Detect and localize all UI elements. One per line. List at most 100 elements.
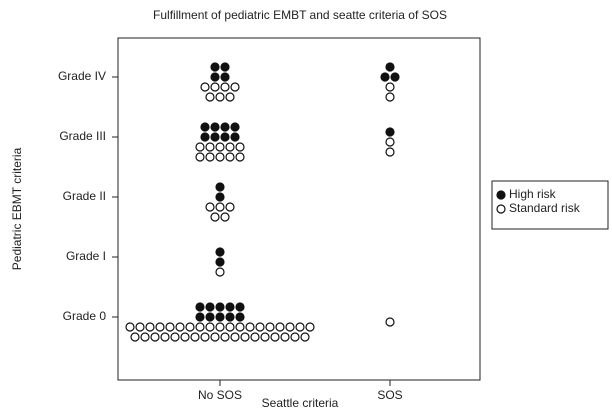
legend-box [491,180,609,230]
dot [385,82,395,92]
dot [250,332,260,342]
dot [210,212,220,222]
dot [305,322,315,332]
dot [205,142,215,152]
dot [230,82,240,92]
dot [175,322,185,332]
dot [210,122,220,132]
dot [150,332,160,342]
dot [215,152,225,162]
dot [235,152,245,162]
dot [165,322,175,332]
dot [215,257,225,267]
dot [220,82,230,92]
dot [275,322,285,332]
dot [220,122,230,132]
dot [285,322,295,332]
dot [195,322,205,332]
y-tick-label: Grade III [59,129,106,143]
y-tick-label: Grade IV [58,69,106,83]
dot [235,312,245,322]
dot [215,267,225,277]
x-tick-label: No SOS [198,388,242,402]
dot [215,322,225,332]
legend-marker [496,190,506,200]
dot [215,302,225,312]
dot [145,322,155,332]
dot [220,72,230,82]
dot [220,62,230,72]
dot [225,302,235,312]
dot [295,322,305,332]
dot [210,62,220,72]
dot [280,332,290,342]
dot [230,332,240,342]
dot [385,147,395,157]
y-tick-label: Grade 0 [63,309,107,323]
dot [385,127,395,137]
dot [230,132,240,142]
dot [205,152,215,162]
dot [200,332,210,342]
x-tick-label: SOS [377,388,402,402]
dot [210,332,220,342]
dot [270,332,280,342]
dot [385,137,395,147]
dot [235,302,245,312]
dot [245,322,255,332]
dot [300,332,310,342]
dot [205,302,215,312]
y-tick-label: Grade I [66,249,106,263]
y-tick-label: Grade II [63,189,106,203]
dot [210,132,220,142]
legend-marker [496,204,506,214]
dot [215,182,225,192]
dot [210,72,220,82]
dot [215,192,225,202]
dot [260,332,270,342]
chart-title: Fulfillment of pediatric EMBT and seatte… [153,8,447,22]
y-axis-title: Pediatric EBMT criteria [10,147,24,270]
dot [225,202,235,212]
dot [380,72,390,82]
dot [195,142,205,152]
dot [180,332,190,342]
dot [200,82,210,92]
dot [225,152,235,162]
dot [200,122,210,132]
dot [230,122,240,132]
dot [385,317,395,327]
dot [240,332,250,342]
dot [385,62,395,72]
plot-frame [117,37,481,381]
dot [385,92,395,102]
dot [225,142,235,152]
dot [210,82,220,92]
dot [290,332,300,342]
dot [195,302,205,312]
dot [130,332,140,342]
dot [185,322,195,332]
dot [215,142,225,152]
dot [220,132,230,142]
dot [215,247,225,257]
dot [215,312,225,322]
dot [200,132,210,142]
dot [125,322,135,332]
dot [140,332,150,342]
dot [195,312,205,322]
dot [220,212,230,222]
legend-label: Standard risk [509,201,581,215]
dot [135,322,145,332]
dot [225,322,235,332]
dot [225,312,235,322]
dot [255,322,265,332]
dot [390,72,400,82]
legend-label: High risk [509,187,557,201]
dot [215,202,225,212]
dot [205,92,215,102]
dot [225,92,235,102]
dot [195,152,205,162]
dot [235,142,245,152]
